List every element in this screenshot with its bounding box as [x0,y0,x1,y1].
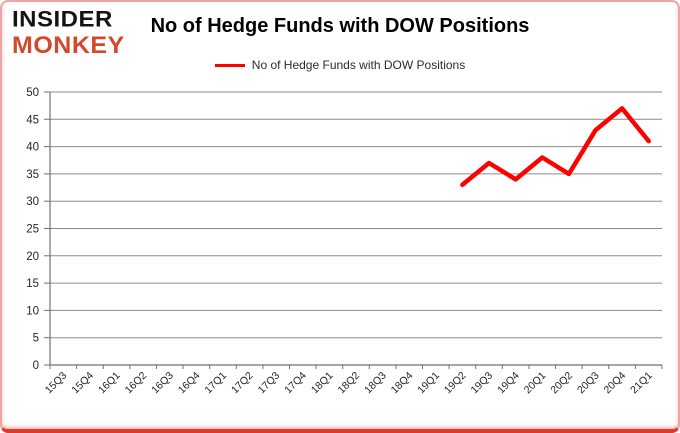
data-line [460,106,651,188]
x-axis-label: 21Q1 [628,370,655,397]
legend-label: No of Hedge Funds with DOW Positions [251,58,466,72]
y-axis-label: 5 [33,333,39,345]
x-axis-label: 19Q1 [415,370,442,397]
x-axis-label: 20Q2 [548,370,575,397]
x-axis-label: 16Q3 [149,370,176,397]
y-axis-label: 45 [26,114,39,126]
insider-monkey-logo: INSIDER MONKEY [12,9,125,59]
x-axis-label: 16Q2 [123,370,150,397]
x-axis-label: 16Q4 [176,370,203,397]
y-axis-label: 20 [26,251,39,263]
x-axis-label: 15Q3 [43,370,70,397]
y-axis-label: 35 [26,169,39,181]
x-axis-label: 17Q1 [202,370,229,397]
logo-monkey-text: MONKEY [12,32,125,59]
y-axis-label: 40 [26,142,39,154]
x-axis-label: 19Q2 [442,370,469,397]
logo-insider-text: INSIDER [12,7,113,32]
y-axis-label: 15 [26,278,39,290]
chart-legend: No of Hedge Funds with DOW Positions [2,58,678,72]
x-axis-label: 18Q3 [362,370,389,397]
y-axis-label: 10 [26,305,39,317]
chart-title: No of Hedge Funds with DOW Positions [150,15,530,37]
x-axis-label: 18Q2 [335,370,362,397]
y-axis-label: 25 [26,224,39,236]
y-axis-label: 30 [26,196,39,208]
x-axis-label: 17Q4 [282,370,309,397]
x-axis-label: 19Q4 [495,370,522,397]
x-axis-label: 20Q4 [602,370,629,397]
legend-line-swatch [214,63,245,67]
x-axis-label: 19Q3 [469,370,496,397]
x-axis-label: 20Q3 [575,370,602,397]
x-axis-label: 20Q1 [522,370,549,397]
x-axis-label: 15Q4 [69,370,96,397]
x-axis-label: 18Q1 [309,370,336,397]
x-axis-label: 18Q4 [389,370,416,397]
y-axis-label: 0 [33,360,39,372]
y-axis-label: 50 [26,87,39,99]
x-axis-label: 17Q3 [256,370,283,397]
x-axis-label: 17Q2 [229,370,256,397]
x-axis-label: 16Q1 [96,370,123,397]
